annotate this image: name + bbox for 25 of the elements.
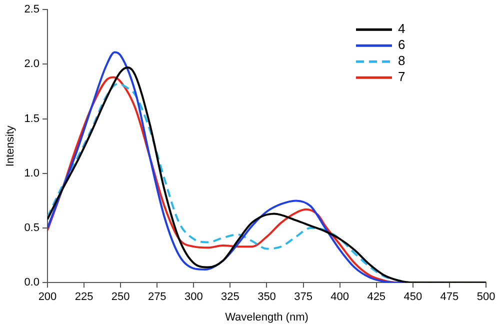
y-tick-label: 0.0 — [24, 276, 40, 289]
x-tick-label: 350 — [258, 291, 276, 304]
x-tick-label: 375 — [294, 291, 312, 304]
x-tick-label: 300 — [184, 291, 203, 304]
legend-label: 4 — [398, 21, 406, 36]
legend-label: 8 — [398, 53, 406, 68]
x-tick-label: 475 — [440, 291, 459, 304]
y-tick-label: 2.5 — [24, 4, 40, 16]
x-tick-label: 400 — [330, 291, 350, 304]
x-axis-title: Wavelength (nm) — [225, 311, 308, 324]
y-tick-label: 2.0 — [24, 58, 40, 70]
legend-label: 6 — [398, 37, 406, 52]
x-tick-label: 500 — [476, 291, 496, 304]
y-tick-label: 1.0 — [24, 167, 40, 180]
y-tick-label: 1.5 — [24, 112, 40, 125]
y-tick-label: 0.5 — [24, 222, 40, 234]
x-tick-label: 225 — [74, 291, 94, 304]
x-tick-label: 250 — [111, 291, 130, 304]
x-tick-label: 200 — [38, 291, 57, 304]
x-tick-label: 325 — [221, 291, 240, 304]
x-tick-label: 425 — [367, 291, 386, 304]
x-tick-label: 275 — [148, 291, 166, 304]
legend-label: 7 — [398, 69, 406, 84]
y-axis-title: Intensity — [4, 125, 17, 167]
x-tick-label: 450 — [404, 291, 422, 304]
